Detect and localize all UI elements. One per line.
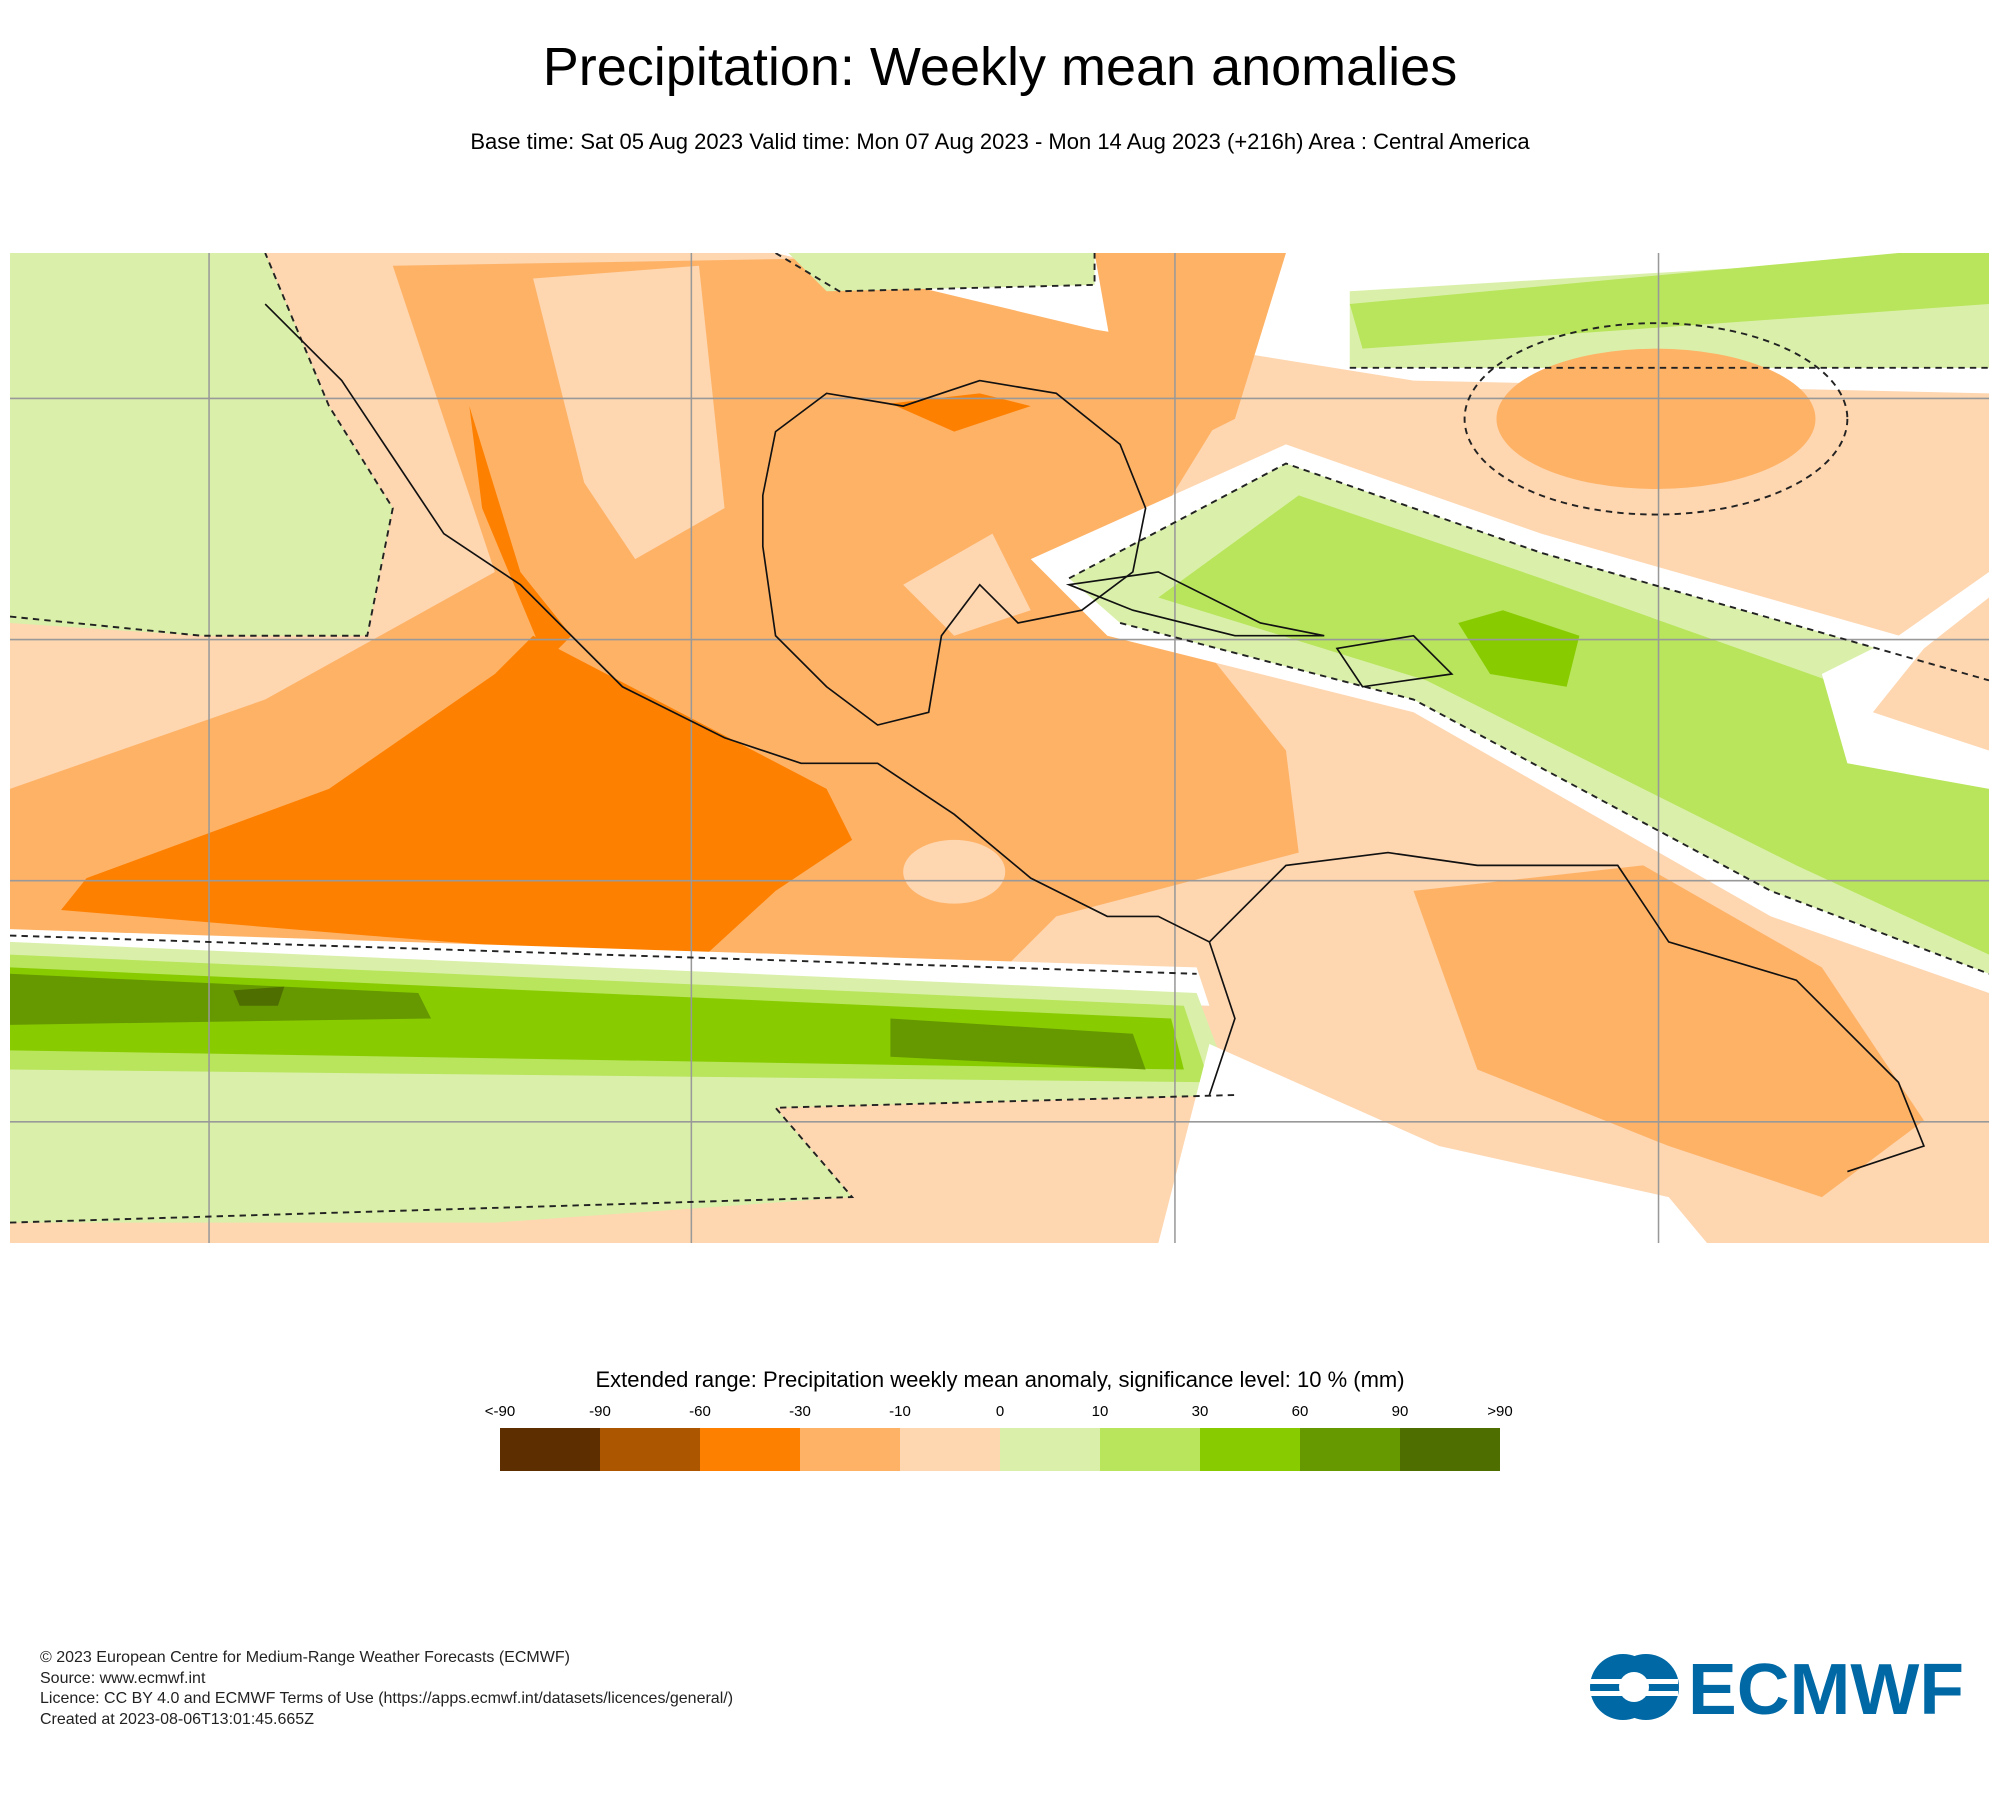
legend-label: 30 xyxy=(1191,1403,1209,1420)
precipitation-anomaly-map xyxy=(10,253,1989,1243)
legend-label: -10 xyxy=(889,1403,911,1420)
anomaly-fields xyxy=(10,253,1989,1243)
created-text: Created at 2023-08-06T13:01:45.665Z xyxy=(40,1710,314,1728)
page-title: Precipitation: Weekly mean anomalies xyxy=(542,37,1458,97)
legend-title: Extended range: Precipitation weekly mea… xyxy=(595,1367,1405,1392)
legend-swatch xyxy=(1200,1428,1300,1471)
legend-swatch xyxy=(1100,1428,1200,1471)
legend-label: 60 xyxy=(1291,1403,1309,1420)
significance-contours xyxy=(10,253,1989,1224)
legend-swatch xyxy=(600,1428,700,1471)
legend-swatch xyxy=(1300,1428,1400,1471)
legend-swatch xyxy=(700,1428,800,1471)
svg-text:ECMWF: ECMWF xyxy=(1688,1652,1964,1722)
ecmwf-logo: ECMWF xyxy=(1588,1652,1964,1722)
legend-label: 0 xyxy=(995,1403,1005,1420)
coastlines xyxy=(264,303,1926,1173)
legend-label: -60 xyxy=(689,1403,711,1420)
copyright-text: © 2023 European Centre for Medium-Range … xyxy=(40,1649,570,1666)
source-text: Source: www.ecmwf.int xyxy=(40,1669,206,1687)
footer-credits: © 2023 European Centre for Medium-Range … xyxy=(40,1648,733,1730)
legend-swatch xyxy=(900,1428,1000,1471)
legend-label: >90 xyxy=(1487,1403,1513,1420)
grid-lines xyxy=(10,253,1989,1243)
legend-swatch xyxy=(800,1428,900,1471)
legend-label: 90 xyxy=(1391,1403,1409,1420)
legend-colorbar xyxy=(500,1428,1500,1471)
legend-swatch xyxy=(1400,1428,1500,1471)
page-subtitle: Base time: Sat 05 Aug 2023 Valid time: M… xyxy=(470,129,1530,154)
legend-label: -30 xyxy=(789,1403,811,1420)
legend-label: -90 xyxy=(589,1403,611,1420)
legend-swatch xyxy=(500,1428,600,1471)
legend-label: 10 xyxy=(1091,1403,1109,1420)
legend-label: <-90 xyxy=(484,1403,516,1420)
legend-swatch xyxy=(1000,1428,1100,1471)
licence-text: Licence: CC BY 4.0 and ECMWF Terms of Us… xyxy=(40,1690,734,1707)
